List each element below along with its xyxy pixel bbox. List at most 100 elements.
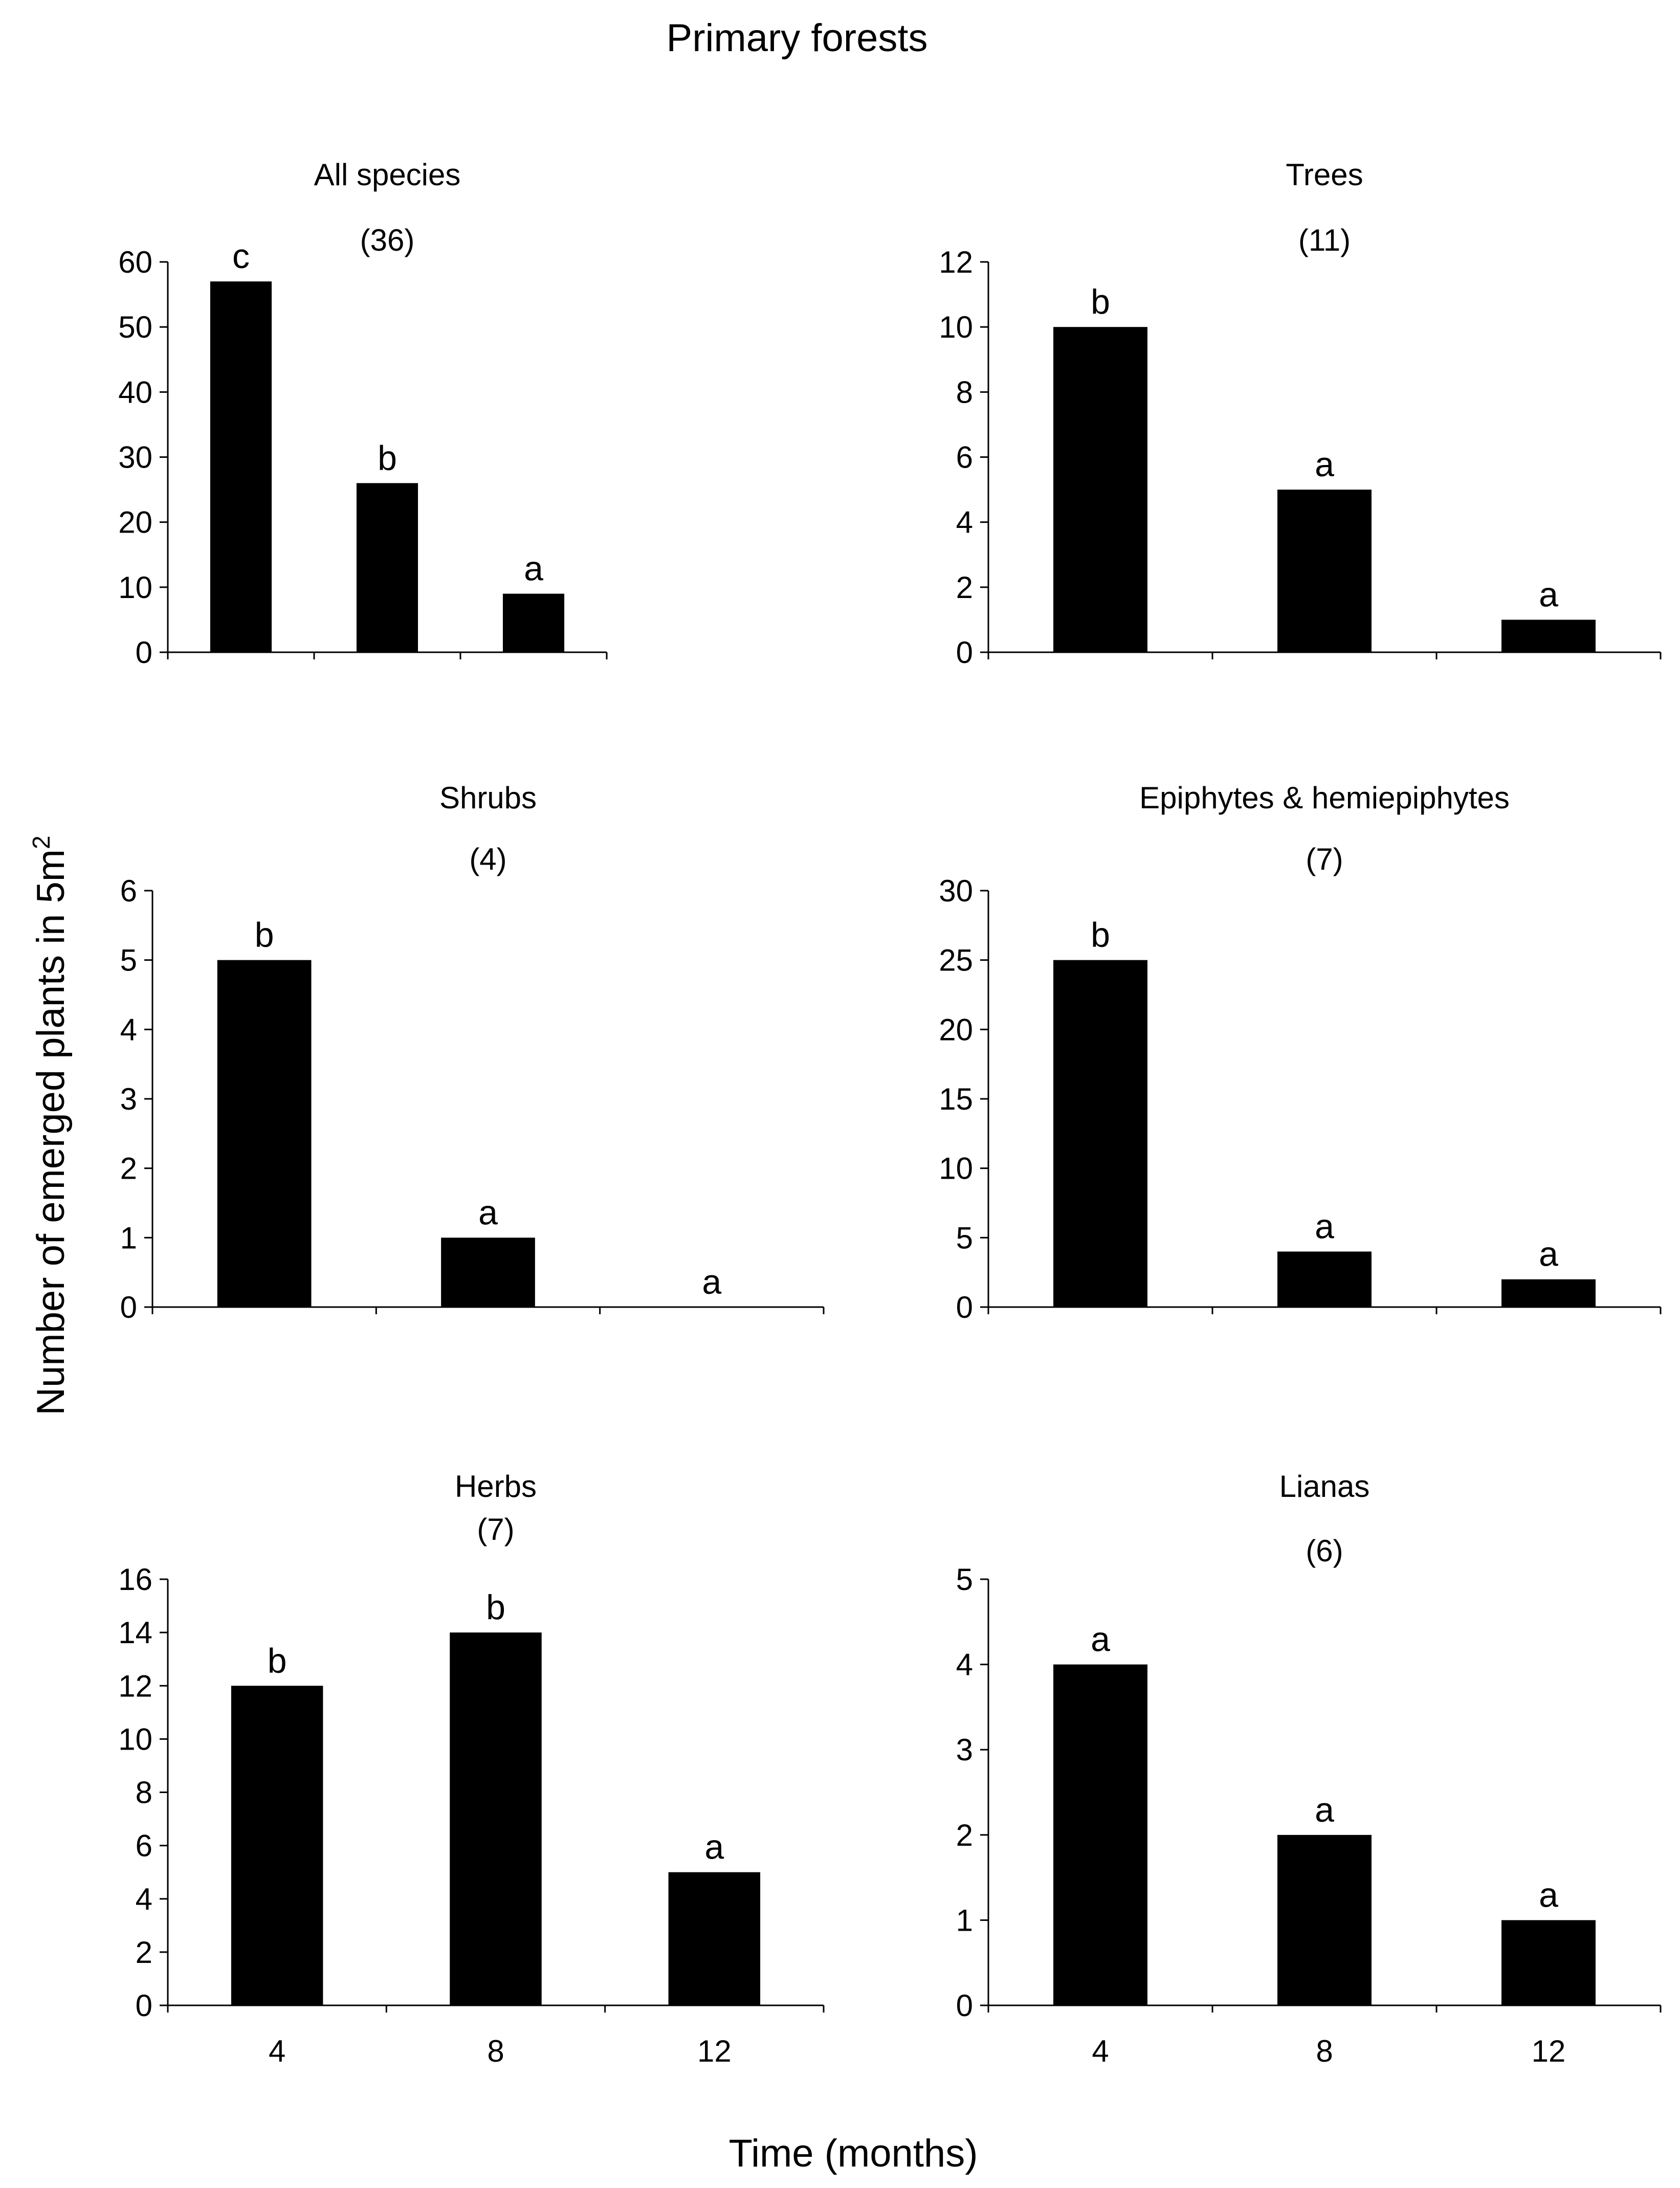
panel-n-label: (6) — [1306, 1534, 1343, 1568]
y-tick-label: 2 — [956, 570, 973, 605]
y-tick-label: 0 — [956, 635, 973, 670]
y-axis-label-text: Number of emerged plants in 5m — [29, 849, 73, 1416]
bar — [668, 1872, 761, 2005]
y-tick-label: 15 — [939, 1082, 973, 1116]
y-tick-label: 20 — [118, 505, 152, 540]
y-tick-label: 14 — [118, 1616, 152, 1650]
x-tick-label: 12 — [697, 2034, 732, 2068]
significance-letter: a — [1539, 575, 1558, 614]
y-tick-label: 4 — [120, 1012, 137, 1047]
y-tick-label: 5 — [120, 943, 137, 978]
y-tick-label: 10 — [939, 310, 973, 344]
y-tick-label: 60 — [118, 245, 152, 279]
significance-letter: a — [1315, 445, 1334, 484]
significance-letter: b — [378, 438, 397, 477]
y-tick-label: 10 — [118, 1722, 152, 1756]
panel-title: Shrubs — [439, 781, 537, 815]
x-tick-label: 8 — [1316, 2034, 1333, 2068]
y-tick-label: 16 — [118, 1562, 152, 1597]
y-tick-label: 6 — [136, 1829, 152, 1863]
bar — [1053, 1664, 1147, 2005]
bar — [1277, 490, 1372, 652]
bar — [356, 483, 418, 652]
significance-letter: b — [268, 1641, 287, 1680]
panel-title: All species — [314, 158, 461, 192]
significance-letter: a — [1315, 1207, 1334, 1246]
chart-panel: All species (36) 0 10 20 30 40 50 60 c b a — [118, 158, 608, 670]
bar — [231, 1686, 323, 2005]
significance-letter: a — [1539, 1235, 1558, 1274]
bar — [210, 281, 272, 652]
significance-letter: a — [702, 1263, 721, 1301]
bar — [1053, 960, 1147, 1307]
y-tick-label: 0 — [136, 635, 152, 670]
panel-title: Epiphytes & hemiepiphytes — [1139, 781, 1510, 815]
y-tick-label: 3 — [120, 1082, 137, 1116]
panel-title: Herbs — [455, 1469, 537, 1504]
y-tick-label: 8 — [136, 1776, 152, 1810]
y-axis-label-superscript: 2 — [28, 835, 55, 849]
y-tick-label: 40 — [118, 375, 152, 409]
significance-letter: a — [704, 1828, 724, 1867]
y-tick-label: 2 — [956, 1818, 973, 1852]
significance-letter: b — [486, 1588, 505, 1627]
significance-letter: a — [524, 549, 543, 588]
bar — [441, 1237, 535, 1307]
panel-n-label: (7) — [1306, 842, 1343, 876]
bar — [217, 960, 312, 1307]
significance-letter: a — [478, 1193, 498, 1232]
y-tick-label: 12 — [118, 1669, 152, 1703]
panel-title: Trees — [1286, 158, 1363, 192]
significance-letter: b — [255, 916, 274, 955]
y-tick-label: 0 — [136, 1988, 152, 2023]
y-tick-label: 20 — [939, 1012, 973, 1047]
significance-letter: b — [1091, 916, 1110, 955]
significance-letter: a — [1315, 1791, 1334, 1829]
panel-n-label: (11) — [1298, 223, 1351, 257]
chart-panel: Epiphytes & hemiepiphytes (7) 0 5 10 15 20 25 30… — [939, 781, 1662, 1324]
x-tick-label: 12 — [1532, 2034, 1566, 2068]
significance-letter: a — [1539, 1875, 1558, 1914]
y-tick-label: 0 — [956, 1290, 973, 1324]
x-axis-label: Time (months) — [728, 2132, 978, 2175]
y-tick-label: 10 — [939, 1152, 973, 1186]
y-tick-label: 4 — [956, 1648, 973, 1682]
bar — [1053, 327, 1147, 652]
panel-n-label: (4) — [469, 842, 506, 876]
y-tick-label: 50 — [118, 310, 152, 344]
y-tick-label: 30 — [118, 440, 152, 475]
bar — [450, 1632, 542, 2005]
chart-panel: Trees (11) 0 2 4 6 8 10 12 b a a — [939, 158, 1662, 670]
y-tick-label: 30 — [939, 874, 973, 908]
y-tick-label: 2 — [136, 1935, 152, 1970]
y-tick-label: 6 — [120, 874, 137, 908]
chart-panel: Shrubs (4) 0 1 2 3 4 5 6 b a a — [120, 781, 825, 1324]
bar — [1501, 1920, 1596, 2005]
bar — [1277, 1835, 1372, 2005]
x-tick-label: 4 — [1092, 2034, 1109, 2068]
y-tick-label: 8 — [956, 375, 973, 409]
bar — [1501, 1279, 1596, 1307]
significance-letter: b — [1091, 282, 1110, 321]
y-tick-label: 12 — [939, 245, 973, 279]
y-tick-label: 0 — [956, 1988, 973, 2023]
y-tick-label: 3 — [956, 1733, 973, 1767]
panel-n-label: (7) — [477, 1512, 514, 1546]
chart-panel: Herbs (7) 0 2 4 6 8 10 12 14 16 b 4 b 8 a 12 — [118, 1469, 825, 2068]
panel-title: Lianas — [1279, 1469, 1370, 1504]
figure-title: Primary forests — [667, 16, 928, 60]
y-tick-label: 4 — [956, 505, 973, 540]
significance-letter: a — [1091, 1620, 1110, 1659]
y-axis-label: Number of emerged plants in 5m2 — [28, 835, 73, 1415]
y-tick-label: 1 — [956, 1903, 973, 1937]
y-tick-label: 1 — [120, 1221, 137, 1255]
y-tick-label: 5 — [956, 1562, 973, 1597]
panel-n-label: (36) — [360, 223, 415, 257]
bar — [1277, 1251, 1372, 1307]
y-tick-label: 2 — [120, 1152, 137, 1186]
y-tick-label: 25 — [939, 943, 973, 978]
significance-letter: c — [232, 237, 250, 276]
